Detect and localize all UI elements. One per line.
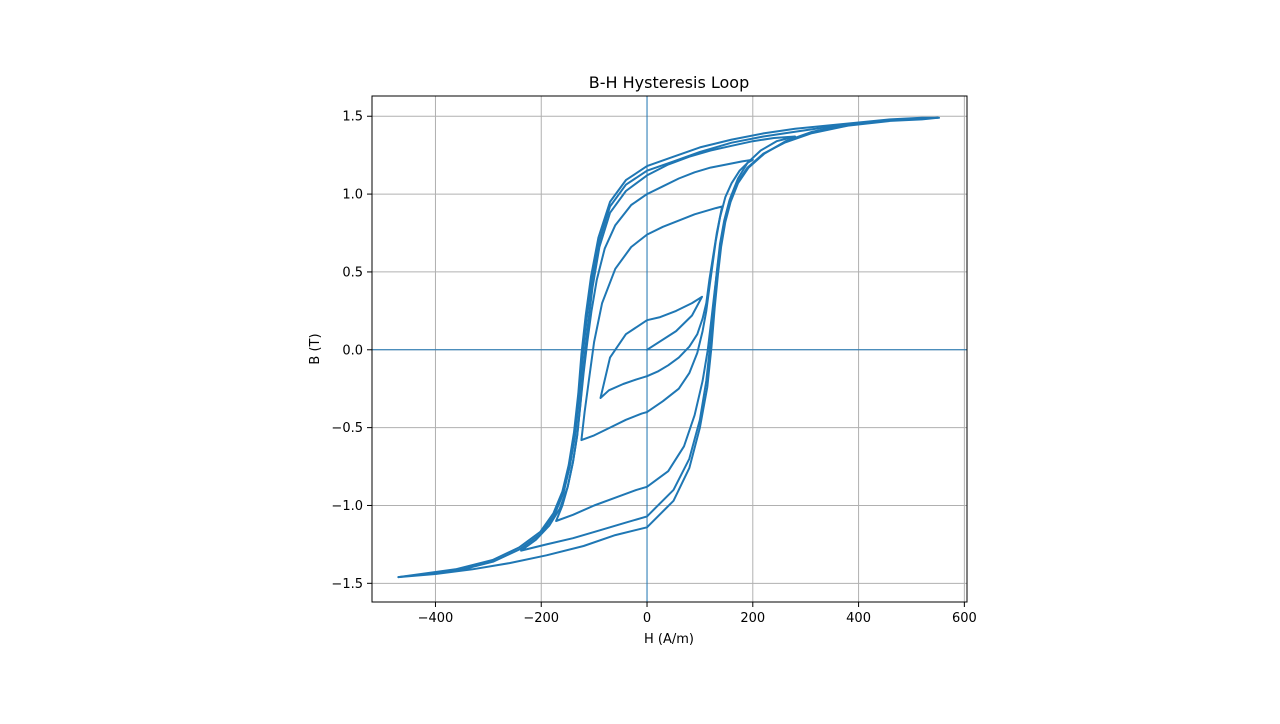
x-axis: −400 −200 0 200 400 600 [418, 602, 977, 626]
axes-frame [371, 95, 968, 603]
plot-area [397, 116, 940, 579]
x-tick-label: −200 [523, 611, 559, 626]
hysteresis-curve-6 [397, 116, 940, 579]
y-tick-label: 0.0 [342, 343, 363, 358]
x-tick-label: 400 [846, 611, 871, 626]
y-tick-label: −1.5 [331, 577, 363, 592]
y-tick-label: 0.5 [342, 265, 363, 280]
x-tick-label: 0 [643, 611, 651, 626]
x-tick-label: 600 [952, 611, 977, 626]
reference-lines [372, 96, 967, 602]
x-tick-label: 200 [740, 611, 765, 626]
y-axis: −1.5 −1.0 −0.5 0.0 0.5 1.0 1.5 [331, 110, 372, 592]
y-tick-label: −1.0 [331, 499, 363, 514]
x-tick-label: −400 [418, 611, 454, 626]
y-tick-label: 1.0 [342, 188, 363, 203]
y-axis-label: B (T) [308, 333, 323, 364]
hysteresis-curve-1 [599, 295, 703, 399]
y-tick-label: −0.5 [331, 421, 363, 436]
chart-title: B-H Hysteresis Loop [589, 73, 749, 92]
x-axis-label: H (A/m) [644, 632, 694, 647]
hysteresis-curve-2 [580, 205, 724, 442]
y-tick-label: 1.5 [342, 110, 363, 125]
hysteresis-curve-5 [397, 116, 939, 579]
grid [372, 96, 967, 602]
